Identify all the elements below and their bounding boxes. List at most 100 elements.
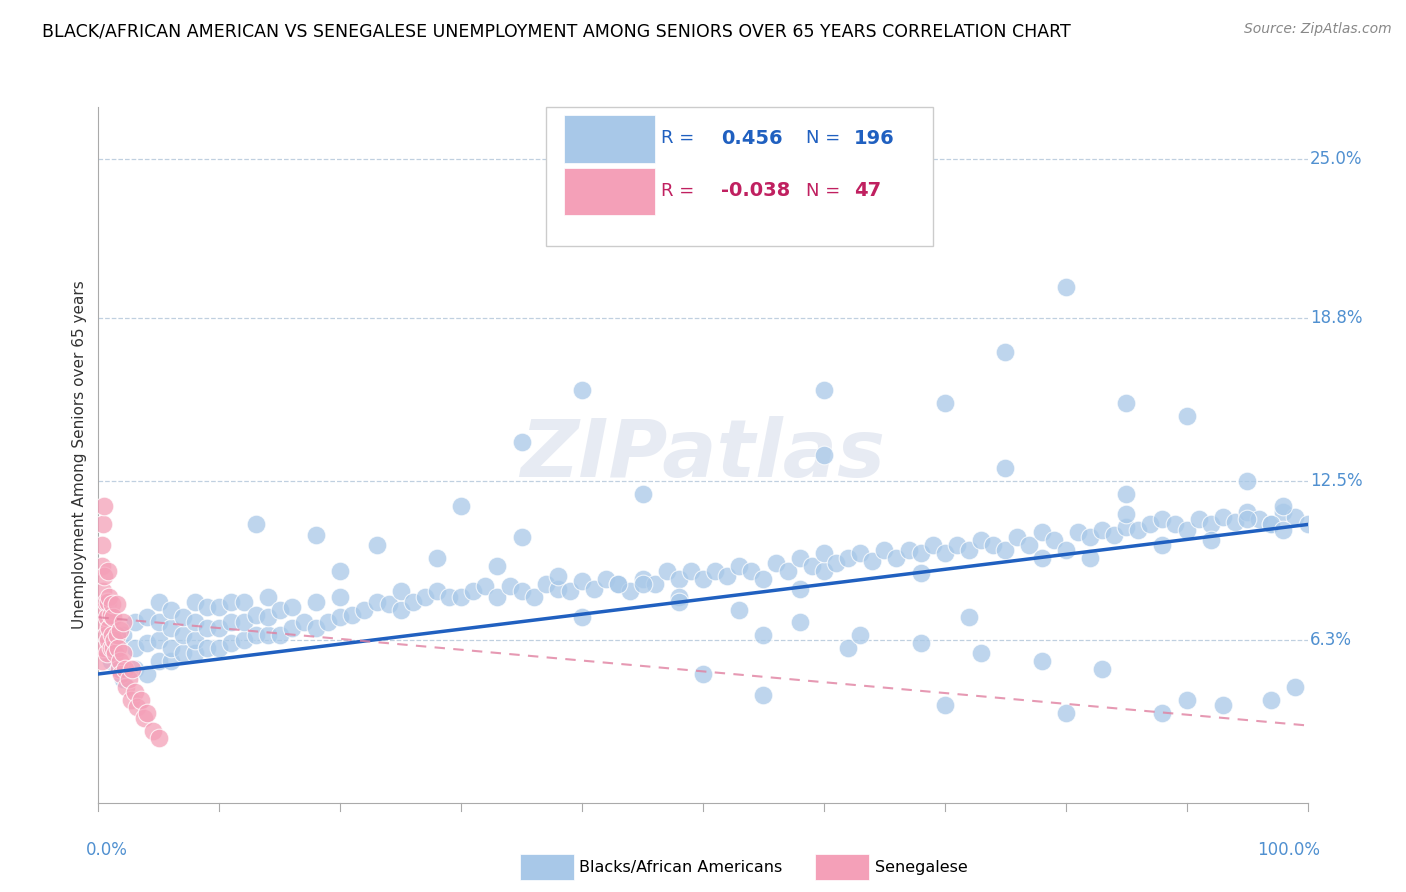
Point: [728, 602, 751, 616]
Point: [740, 564, 762, 578]
Point: [366, 595, 388, 609]
Point: [486, 558, 509, 573]
Point: [256, 628, 278, 642]
Point: [1199, 533, 1222, 547]
Point: [474, 579, 496, 593]
Point: [994, 344, 1017, 359]
Point: [910, 636, 932, 650]
Point: [184, 615, 207, 630]
Point: [1236, 505, 1258, 519]
Point: [110, 667, 132, 681]
Point: [93, 500, 115, 514]
Point: [111, 628, 134, 642]
Point: [329, 564, 352, 578]
Point: [946, 538, 969, 552]
Point: [342, 607, 364, 622]
Point: [789, 551, 811, 566]
Point: [413, 590, 436, 604]
Point: [1007, 530, 1029, 544]
Point: [463, 584, 485, 599]
Point: [98, 621, 121, 635]
Point: [1115, 396, 1137, 410]
Point: [101, 610, 124, 624]
Point: [1260, 692, 1282, 706]
Point: [849, 628, 872, 642]
Point: [668, 590, 690, 604]
Text: 18.8%: 18.8%: [1310, 310, 1362, 327]
Point: [813, 384, 835, 398]
Point: [108, 654, 131, 668]
Point: [957, 610, 980, 624]
Point: [1212, 698, 1234, 712]
Point: [232, 615, 254, 630]
Point: [1139, 517, 1161, 532]
Point: [994, 460, 1017, 475]
Point: [101, 641, 124, 656]
Point: [103, 633, 125, 648]
Text: ZIPatlas: ZIPatlas: [520, 416, 886, 494]
Point: [692, 667, 714, 681]
Point: [1223, 515, 1246, 529]
Text: 100.0%: 100.0%: [1257, 841, 1320, 859]
Point: [1188, 512, 1211, 526]
Point: [692, 572, 714, 586]
Point: [105, 598, 128, 612]
Point: [1236, 512, 1258, 526]
Point: [107, 641, 129, 656]
Point: [873, 543, 896, 558]
Point: [96, 646, 118, 660]
Point: [232, 633, 254, 648]
Point: [93, 641, 115, 656]
Point: [97, 564, 120, 578]
Point: [728, 558, 751, 573]
Point: [1078, 530, 1101, 544]
Text: Source: ZipAtlas.com: Source: ZipAtlas.com: [1244, 22, 1392, 37]
Point: [245, 517, 267, 532]
Point: [426, 551, 449, 566]
Point: [329, 590, 352, 604]
Point: [1272, 505, 1295, 519]
Point: [134, 711, 156, 725]
Point: [148, 654, 170, 668]
Point: [208, 599, 231, 614]
Point: [631, 572, 654, 586]
Point: [94, 595, 117, 609]
Point: [142, 723, 165, 738]
Point: [994, 543, 1017, 558]
Point: [97, 595, 120, 609]
Point: [1115, 507, 1137, 521]
Point: [93, 569, 115, 583]
Text: 6.3%: 6.3%: [1310, 632, 1353, 649]
Point: [934, 396, 956, 410]
Point: [789, 615, 811, 630]
Point: [1115, 486, 1137, 500]
Point: [437, 590, 460, 604]
Point: [1152, 706, 1174, 720]
Text: Senegalese: Senegalese: [875, 860, 967, 874]
Point: [124, 641, 146, 656]
Point: [91, 517, 114, 532]
Point: [160, 641, 183, 656]
Point: [305, 528, 328, 542]
Y-axis label: Unemployment Among Seniors over 65 years: Unemployment Among Seniors over 65 years: [72, 281, 87, 629]
Point: [547, 569, 569, 583]
Point: [245, 628, 267, 642]
Point: [96, 610, 118, 624]
Point: [160, 621, 183, 635]
Point: [100, 628, 122, 642]
Point: [607, 576, 630, 591]
Point: [498, 579, 520, 593]
Point: [98, 590, 121, 604]
Point: [1272, 523, 1295, 537]
FancyBboxPatch shape: [564, 115, 655, 162]
Point: [94, 628, 117, 642]
Text: 0.456: 0.456: [721, 128, 783, 148]
Point: [1212, 509, 1234, 524]
Point: [91, 615, 114, 630]
Point: [172, 610, 194, 624]
Point: [148, 615, 170, 630]
Point: [1115, 520, 1137, 534]
Point: [129, 692, 152, 706]
Point: [184, 595, 207, 609]
Text: -0.038: -0.038: [721, 181, 790, 200]
